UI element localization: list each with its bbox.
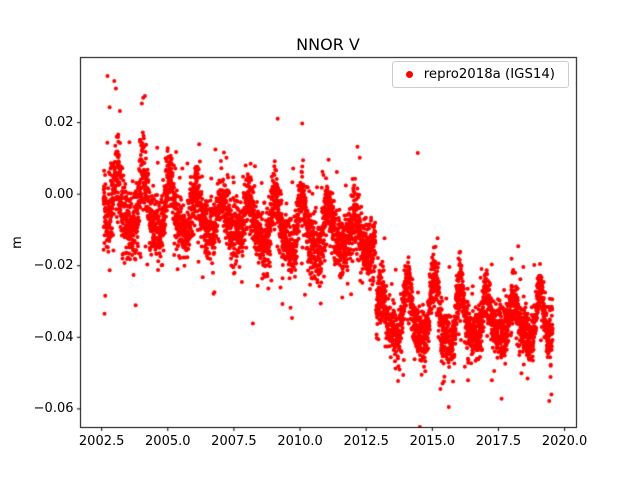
y-axis-label: m bbox=[9, 236, 25, 249]
legend-marker-dot bbox=[405, 71, 413, 78]
chart-title: NNOR V bbox=[296, 35, 360, 54]
legend-label: repro2018a (IGS14) bbox=[423, 67, 555, 82]
legend: repro2018a (IGS14) bbox=[391, 61, 569, 88]
